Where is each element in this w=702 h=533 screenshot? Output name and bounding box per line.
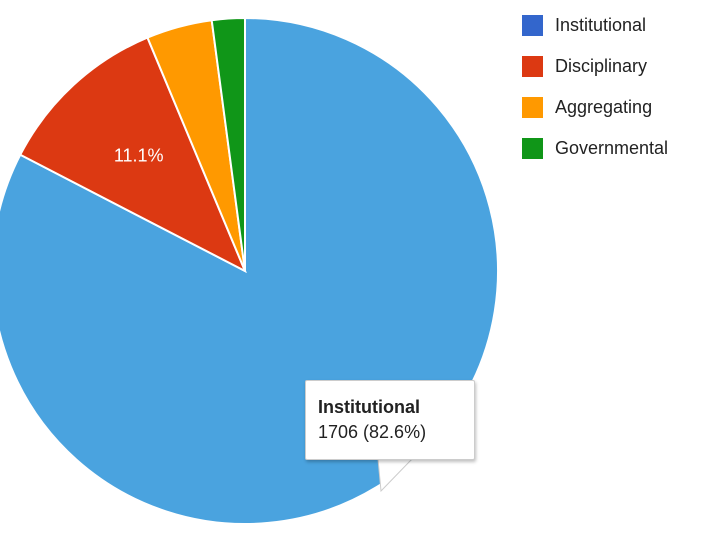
legend-swatch	[522, 14, 543, 36]
legend-label: Aggregating	[555, 96, 653, 117]
slice-label: 11.1%	[114, 146, 164, 166]
tooltip-value: 1706 (82.6%)	[318, 422, 427, 442]
chart-legend: Institutional Disciplinary Aggregating G…	[522, 14, 668, 159]
legend-label: Institutional	[555, 14, 647, 35]
legend-item-governmental[interactable]: Governmental	[522, 137, 668, 159]
legend-label: Disciplinary	[555, 55, 648, 76]
legend-item-disciplinary[interactable]: Disciplinary	[522, 55, 668, 77]
pie-slice-governmental[interactable]	[210, 16, 246, 272]
legend-swatch	[522, 55, 543, 77]
legend-item-aggregating[interactable]: Aggregating	[522, 96, 668, 118]
legend-swatch	[522, 137, 543, 159]
legend-swatch	[522, 96, 543, 118]
legend-label: Governmental	[555, 137, 669, 158]
slice-tooltip: Institutional 1706 (82.6%)	[305, 380, 475, 460]
tooltip-pointer	[377, 458, 414, 493]
pie-slice-disciplinary[interactable]	[18, 36, 247, 274]
tooltip-title: Institutional	[318, 397, 420, 417]
legend-item-institutional[interactable]: Institutional	[522, 14, 668, 36]
